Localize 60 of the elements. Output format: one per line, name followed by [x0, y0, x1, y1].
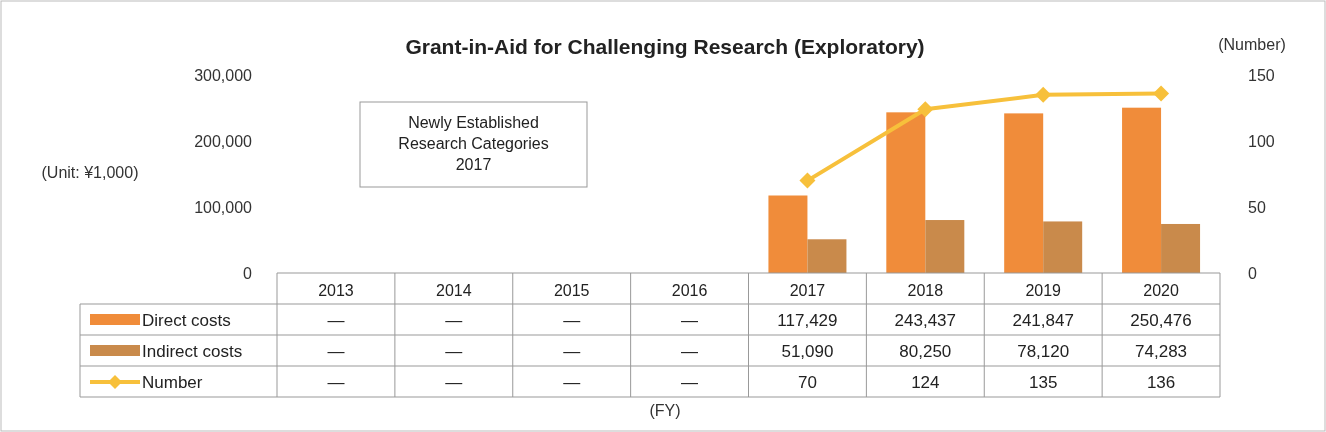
legend-label: Direct costs: [142, 311, 231, 330]
y-tick-label: 0: [243, 265, 253, 282]
bar: [1122, 107, 1162, 273]
data-label: 70: [797, 373, 817, 392]
x-tick-label: 2017: [789, 282, 826, 299]
bar: [768, 195, 808, 273]
text: —: [445, 311, 463, 330]
y2-tick-label: 0: [1248, 265, 1257, 282]
bar: [1043, 221, 1083, 273]
y2-axis-title: (Number): [1218, 36, 1286, 53]
text: —: [563, 373, 581, 392]
text: —: [563, 311, 581, 330]
x-tick-label: 2019: [1025, 282, 1062, 299]
y2-tick-label: 50: [1248, 199, 1266, 216]
point: [1035, 86, 1052, 103]
data-label: 117,429: [777, 311, 838, 330]
text: —: [445, 373, 463, 392]
data-label: 51,090: [781, 342, 834, 361]
y2-tick-label: 150: [1248, 67, 1275, 84]
data-label: 135: [1029, 373, 1058, 392]
y-axis-title: (Unit: ¥1,000): [41, 164, 139, 181]
point: [917, 101, 934, 118]
data-label: 80,250: [899, 342, 952, 361]
bar: [1161, 223, 1201, 273]
x-tick-label: 2016: [671, 282, 708, 299]
x-tick-label: 2015: [553, 282, 590, 299]
data-label: 250,476: [1130, 311, 1192, 330]
y-tick-label: 200,000: [194, 133, 253, 150]
data-label: 241,847: [1012, 311, 1074, 330]
x-tick-label: 2014: [436, 282, 472, 299]
y2-tick-label: 100: [1248, 133, 1275, 150]
data-label: 74,283: [1135, 342, 1188, 361]
x-tick-label: 2013: [318, 282, 354, 299]
data-label: 124: [911, 373, 940, 392]
data-label: 136: [1146, 373, 1176, 392]
text: —: [445, 342, 463, 361]
legend-label: Number: [142, 373, 203, 392]
data-label: 78,120: [1017, 342, 1070, 361]
y-tick-label: 100,000: [194, 199, 253, 216]
point: [1153, 85, 1170, 102]
text: —: [681, 373, 699, 392]
bar: [807, 239, 847, 273]
text: —: [681, 342, 699, 361]
text: —: [327, 311, 345, 330]
text: —: [681, 311, 699, 330]
data-label: 243,437: [894, 311, 957, 330]
bar: [925, 220, 965, 273]
annotation: Newly Established Research Categories 2017: [398, 114, 549, 173]
text: (FY): [649, 402, 681, 419]
bar: [1004, 113, 1044, 273]
y-tick-label: 300,000: [194, 67, 253, 84]
text: —: [327, 373, 345, 392]
x-tick-label: 2018: [907, 282, 944, 299]
point: [799, 172, 816, 189]
legend-label: Indirect costs: [142, 342, 243, 361]
x-tick-label: 2020: [1143, 282, 1179, 299]
bar: [886, 112, 926, 273]
text: —: [563, 342, 581, 361]
text: —: [327, 342, 345, 361]
chart-title: Grant-in-Aid for Challenging Research (Exploratory): [405, 35, 925, 58]
